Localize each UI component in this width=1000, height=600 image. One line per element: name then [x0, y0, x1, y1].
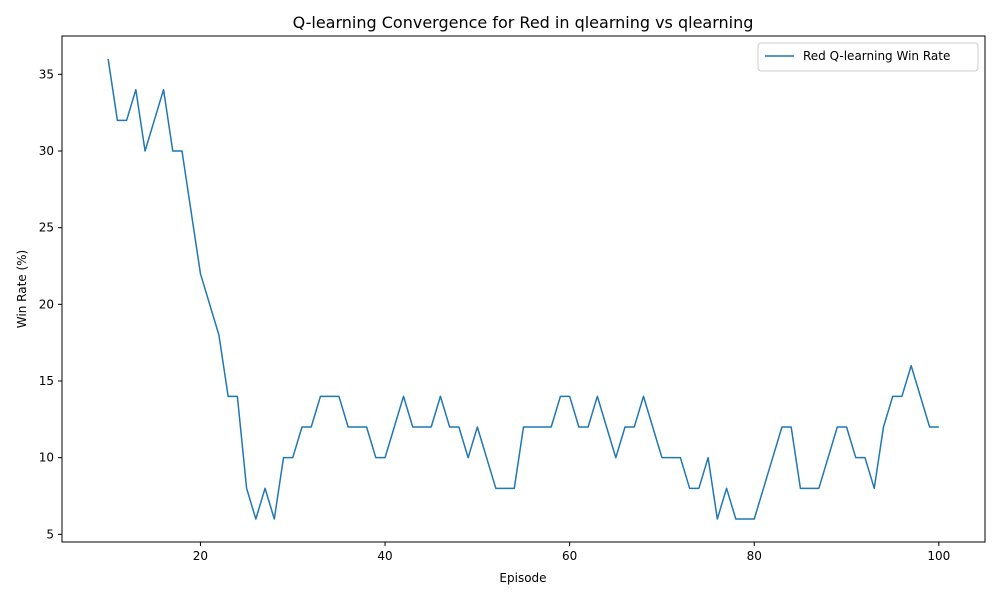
y-tick-label: 5 — [46, 527, 54, 541]
x-axis: 20 40 60 80 100 — [193, 542, 950, 563]
x-tick-label: 100 — [927, 549, 950, 563]
y-tick-label: 10 — [39, 451, 54, 465]
y-tick-label: 15 — [39, 374, 54, 388]
x-axis-title: Episode — [499, 571, 546, 585]
legend: Red Q-learning Win Rate — [757, 42, 979, 72]
x-tick-label: 40 — [377, 549, 392, 563]
series-layer — [107, 58, 939, 520]
x-tick-label: 20 — [193, 549, 208, 563]
y-tick-label: 20 — [39, 297, 54, 311]
y-tick-label: 35 — [39, 67, 54, 81]
y-axis: 5 10 15 20 25 30 35 — [39, 67, 62, 541]
y-axis-title: Win Rate (%) — [15, 250, 29, 328]
y-tick-label: 25 — [39, 221, 54, 235]
legend-box — [757, 42, 979, 72]
chart-title: Q-learning Convergence for Red in qlearn… — [293, 13, 754, 32]
x-tick-label: 60 — [562, 549, 577, 563]
x-tick-label: 80 — [747, 549, 762, 563]
series-line — [107, 58, 939, 520]
y-tick-label: 30 — [39, 144, 54, 158]
legend-label: Red Q-learning Win Rate — [803, 49, 950, 63]
plot-frame — [61, 35, 986, 543]
